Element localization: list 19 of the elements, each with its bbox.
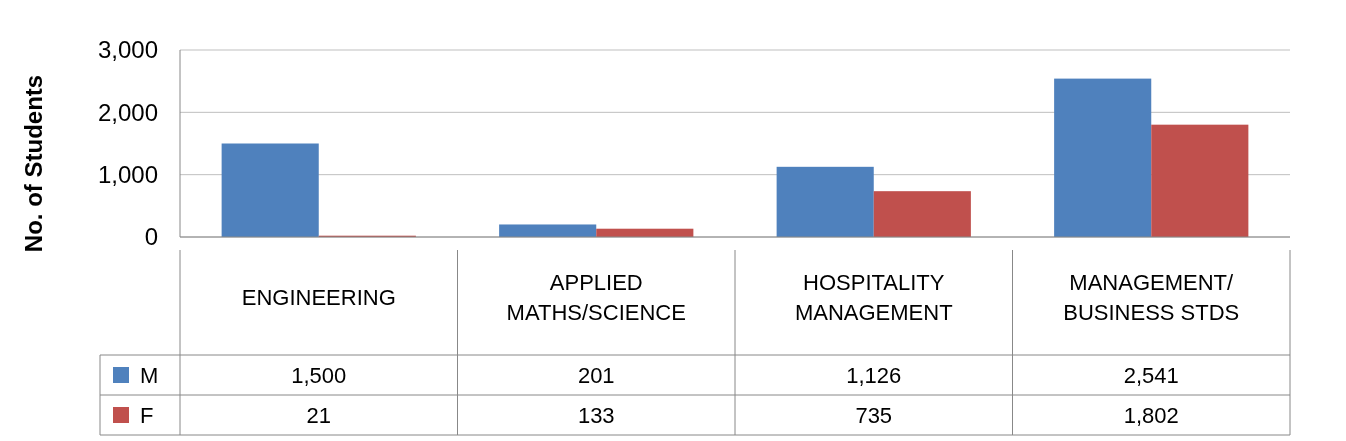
data-label: 133 <box>577 402 615 428</box>
data-label: 21 <box>306 402 331 428</box>
y-tick-label: 1,000 <box>97 161 158 189</box>
data-label: 2,541 <box>1123 362 1179 388</box>
x-tick-label: APPLIED MATHS/SCIENCE <box>506 269 686 325</box>
legend-label: F <box>140 402 154 428</box>
data-label: 1,126 <box>846 362 902 388</box>
y-tick-label: 0 <box>144 223 158 251</box>
y-tick-label: 3,000 <box>97 36 158 64</box>
data-label: 735 <box>855 402 893 428</box>
data-label: 201 <box>577 362 615 388</box>
y-axis-title: No. of Students <box>20 74 47 253</box>
x-tick-label: ENGINEERING <box>241 284 396 310</box>
y-tick-label: 2,000 <box>97 98 158 126</box>
data-label: 1,802 <box>1123 402 1179 428</box>
x-tick-label: HOSPITALITY MANAGEMENT <box>794 269 953 325</box>
legend-label: M <box>140 362 159 388</box>
x-tick-label: MANAGEMENT/ BUSINESS STDS <box>1063 269 1240 325</box>
data-label: 1,500 <box>291 362 347 388</box>
